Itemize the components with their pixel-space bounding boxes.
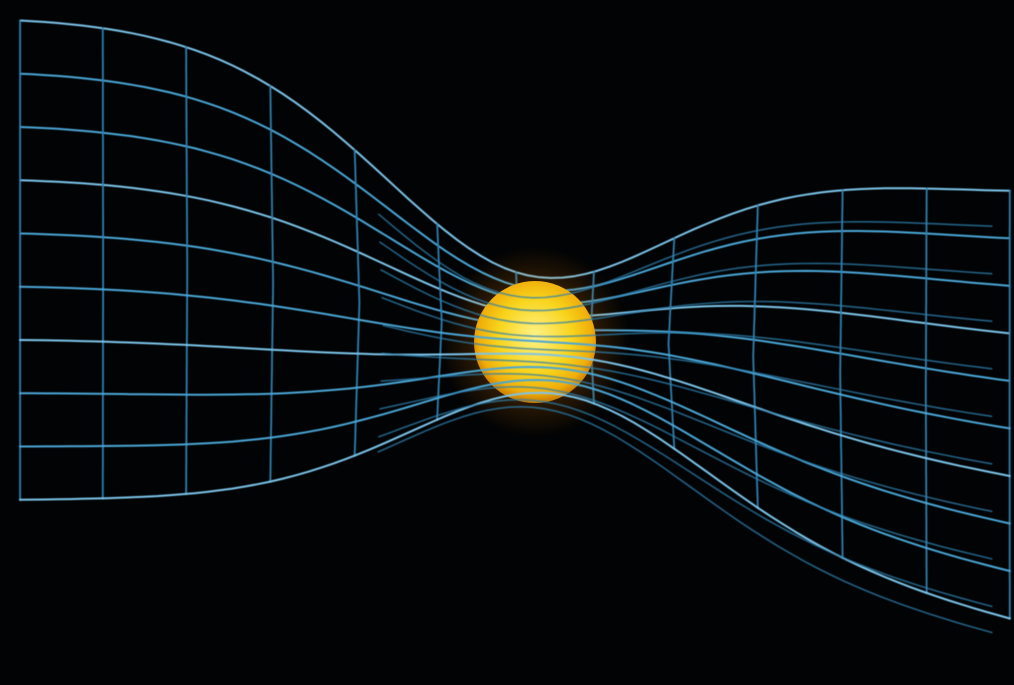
grid-line-vertical (924, 187, 928, 594)
grid-line-depth (382, 324, 993, 418)
grid-line-depth (377, 406, 993, 634)
grid-line-vertical (269, 85, 274, 483)
grid-line-depth (379, 386, 993, 560)
grid-line-depth (381, 296, 993, 370)
grid-line-depth (380, 269, 993, 325)
grid-line-vertical (185, 46, 189, 495)
grid-line-vertical (436, 223, 443, 421)
grid-line-horizontal (19, 339, 1011, 477)
grid-line-horizontal (19, 379, 1011, 572)
grid-line-horizontal (19, 285, 1011, 430)
grid-line-vertical (839, 189, 844, 559)
grid-line-depth (380, 373, 993, 513)
grid-line-horizontal (19, 366, 1011, 525)
grid-line-depth (378, 213, 993, 299)
grid-line-depth (381, 352, 993, 465)
grid-line-vertical (353, 149, 361, 457)
grid-line-depth (378, 398, 993, 608)
grid-line-vertical (752, 204, 759, 509)
grid-line-vertical (667, 237, 676, 450)
grid-line-depth (379, 241, 993, 312)
spacetime-grid-front (19, 213, 1011, 634)
